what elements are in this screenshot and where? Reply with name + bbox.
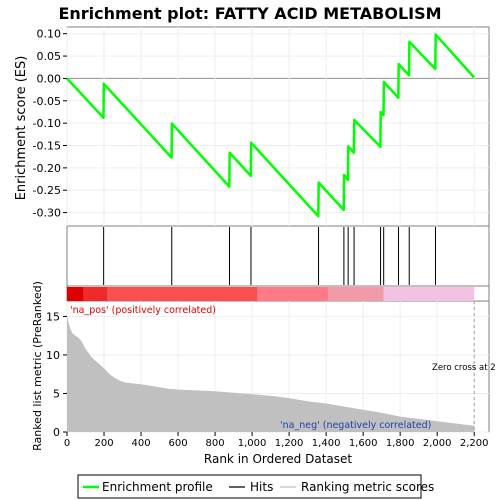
legend-metric-label: Ranking metric scores (301, 480, 434, 494)
es-y-tick-label: 0.00 (37, 72, 62, 85)
hits-panel-frame (66, 225, 490, 287)
es-y-tick-label: -0.25 (33, 184, 61, 197)
es-y-tick-label: 0.05 (37, 50, 62, 63)
es-gridlines (66, 27, 489, 226)
es-y-tick-label: -0.05 (33, 95, 61, 108)
metric-y-axis-label: Ranked list metric (PreRanked) (31, 281, 44, 451)
rank-bar-segment (83, 287, 108, 301)
x-tick-label: 400 (131, 438, 150, 449)
x-tick-label: 600 (169, 438, 188, 449)
chart-title: Enrichment plot: FATTY ACID METABOLISM (58, 4, 441, 23)
metric-y-tick-label: 10 (46, 349, 60, 362)
x-tick-label: 0 (64, 438, 70, 449)
x-tick-label: 800 (206, 438, 225, 449)
x-tick-label: 1,000 (238, 438, 267, 449)
metric-y-axis: 0 5 10 15 (46, 310, 67, 439)
metric-area-layer (67, 301, 475, 432)
x-tick-label: 200 (94, 438, 113, 449)
legend-hits-label: Hits (250, 480, 273, 494)
rank-bar-segment (107, 287, 258, 301)
metric-y-tick-label: 5 (53, 387, 60, 400)
enrichment-profile-layer (66, 33, 476, 218)
metric-y-tick-label: 0 (53, 426, 60, 439)
zero-cross-label: Zero cross at 2 (432, 363, 496, 373)
rank-bar-segment (257, 287, 328, 301)
x-tick-label: 2,200 (460, 438, 489, 449)
ranked-metric-area (67, 314, 475, 432)
enrichment-profile-line (66, 33, 476, 218)
es-y-tick-label: -0.15 (33, 140, 61, 153)
positive-correlation-label: 'na_pos' (positively correlated) (70, 305, 216, 316)
es-y-tick-label: -0.10 (33, 117, 61, 130)
legend: Enrichment profile Hits Ranking metric s… (77, 474, 434, 499)
rank-bar-segment (383, 287, 475, 301)
metric-y-tick-label: 15 (46, 310, 60, 323)
es-y-tick-label: -0.30 (33, 207, 61, 220)
x-axis: 0 200 400 600 800 1,000 1,200 1,400 1,600 1,800 2,… (64, 432, 489, 449)
x-tick-label: 1,600 (349, 438, 378, 449)
hits-layer (103, 227, 437, 285)
rank-bar-segment (327, 287, 384, 301)
x-tick-label: 1,200 (275, 438, 304, 449)
negative-correlation-label: 'na_neg' (negatively correlated) (280, 420, 431, 431)
es-y-axis: 0.10 0.05 0.00 -0.05 -0.10 -0.15 -0.20 -0.25 -0.… (33, 28, 67, 220)
x-tick-label: 2,000 (423, 438, 452, 449)
es-panel-frame (66, 26, 490, 227)
legend-box (77, 474, 422, 499)
x-tick-label: 1,400 (312, 438, 341, 449)
x-tick-label: 1,800 (386, 438, 415, 449)
rank-bar-segment (67, 287, 84, 301)
rank-bar-layer (67, 287, 475, 301)
es-y-axis-label: Enrichment score (ES) (14, 56, 29, 201)
es-y-tick-label: -0.20 (33, 162, 61, 175)
es-y-tick-label: 0.10 (37, 28, 62, 41)
x-axis-label: Rank in Ordered Dataset (204, 452, 352, 466)
legend-enrichment-label: Enrichment profile (102, 480, 213, 494)
